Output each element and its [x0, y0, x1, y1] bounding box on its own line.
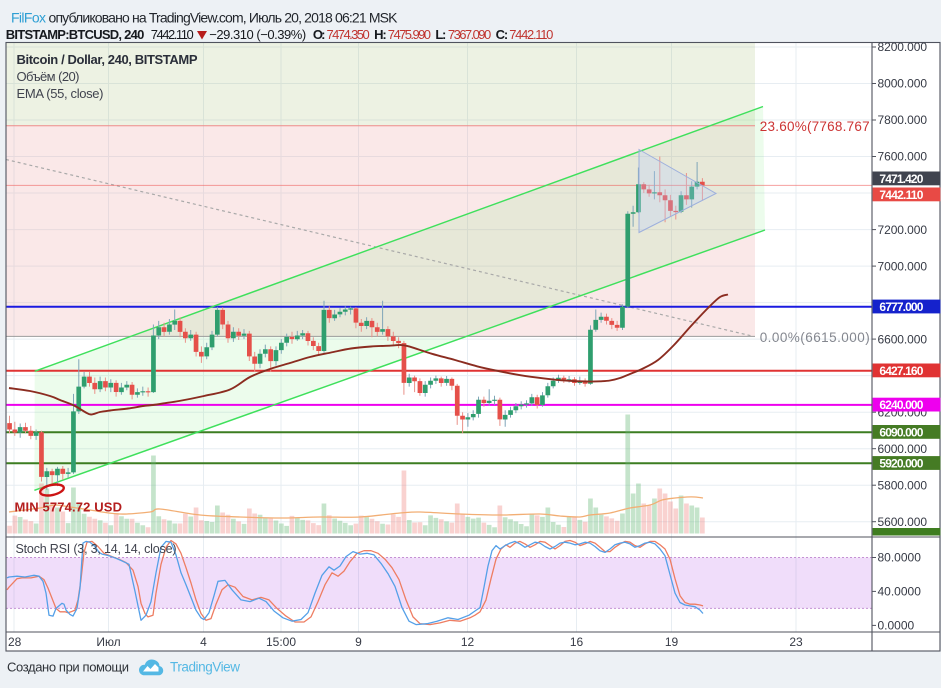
svg-text:40.0000: 40.0000	[878, 585, 922, 599]
svg-text:Bitcoin / Dollar, 240, BITSTAM: Bitcoin / Dollar, 240, BITSTAMP	[17, 52, 198, 67]
svg-text:7600.000: 7600.000	[878, 150, 928, 164]
svg-text:6600.000: 6600.000	[878, 332, 928, 346]
svg-text:C:: C:	[496, 27, 509, 42]
svg-text:0.00%(6615.000): 0.00%(6615.000)	[760, 330, 870, 345]
svg-text:FilFox: FilFox	[11, 10, 46, 26]
svg-text:16: 16	[570, 635, 584, 649]
svg-text:7200.000: 7200.000	[878, 223, 928, 237]
svg-text:L:: L:	[435, 27, 446, 42]
svg-text:7442.110: 7442.110	[509, 27, 553, 42]
svg-text:12: 12	[461, 635, 475, 649]
svg-text:7442.110: 7442.110	[879, 188, 923, 202]
svg-text:4: 4	[200, 635, 207, 649]
svg-text:28: 28	[8, 635, 22, 649]
svg-text:O:: O:	[313, 27, 326, 42]
svg-text:Stoch RSI (3, 3, 14, 14, close: Stoch RSI (3, 3, 14, 14, close)	[16, 542, 177, 556]
svg-text:Создано при помощи: Создано при помощи	[7, 660, 129, 675]
svg-text:80.0000: 80.0000	[878, 551, 922, 565]
svg-text:6240.000: 6240.000	[879, 398, 923, 412]
svg-text:8200.000: 8200.000	[878, 40, 928, 54]
svg-text:6427.160: 6427.160	[879, 364, 923, 378]
svg-text:8000.000: 8000.000	[878, 77, 928, 91]
svg-text:9: 9	[355, 635, 362, 649]
svg-text:23.60%(7768.767: 23.60%(7768.767	[760, 119, 870, 134]
svg-text:7475.990: 7475.990	[388, 27, 431, 42]
svg-text:EMA (55, close): EMA (55, close)	[17, 86, 104, 101]
svg-text:TradingView: TradingView	[170, 660, 240, 675]
svg-text:7471.420: 7471.420	[879, 172, 923, 186]
svg-text:6000.000: 6000.000	[878, 442, 928, 456]
svg-text:23: 23	[789, 635, 803, 649]
svg-text:−29.310 (−0.39%): −29.310 (−0.39%)	[209, 27, 306, 42]
svg-text:19: 19	[665, 635, 679, 649]
svg-text:5920.000: 5920.000	[879, 457, 923, 471]
svg-text:7442.110: 7442.110	[151, 27, 194, 42]
svg-text:5800.000: 5800.000	[878, 478, 928, 492]
svg-text:BITSTAMP:BTCUSD, 240: BITSTAMP:BTCUSD, 240	[6, 27, 145, 42]
svg-text:7000.000: 7000.000	[878, 259, 928, 273]
svg-text:H:: H:	[374, 27, 387, 42]
svg-text:опубликовано на TradingView.co: опубликовано на TradingView.com, Июль 20…	[49, 10, 399, 26]
svg-text:7800.000: 7800.000	[878, 113, 928, 127]
svg-text:7474.350: 7474.350	[327, 27, 370, 42]
svg-text:6777.000: 6777.000	[879, 300, 923, 314]
svg-text:0.0000: 0.0000	[878, 619, 915, 633]
svg-text:Июл: Июл	[96, 635, 120, 649]
svg-text:MIN 5774.72 USD: MIN 5774.72 USD	[15, 500, 123, 515]
svg-text:Объём (20): Объём (20)	[17, 69, 80, 84]
svg-text:7367.090: 7367.090	[448, 27, 491, 42]
svg-text:6090.000: 6090.000	[879, 425, 923, 439]
svg-text:5600.000: 5600.000	[878, 515, 928, 529]
svg-text:15:00: 15:00	[266, 635, 296, 649]
